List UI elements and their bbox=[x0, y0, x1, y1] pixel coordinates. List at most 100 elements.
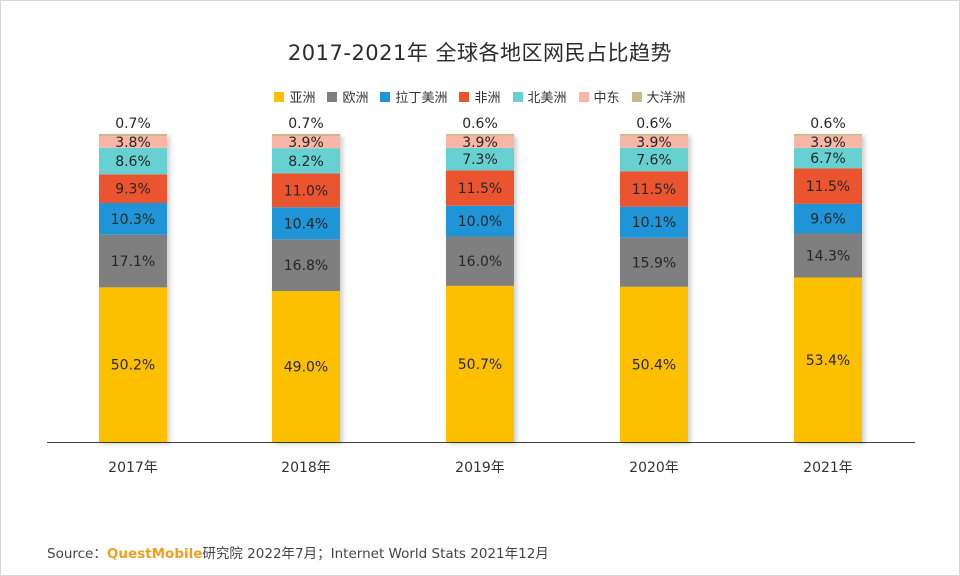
bar-segment bbox=[620, 286, 688, 442]
legend-label: 北美洲 bbox=[527, 91, 567, 106]
x-tick-label: 2018年 bbox=[281, 460, 331, 476]
data-label: 10.0% bbox=[458, 214, 502, 230]
bar-segment bbox=[99, 134, 167, 137]
bar-segment bbox=[620, 237, 688, 287]
data-label: 10.4% bbox=[284, 216, 328, 232]
source-note: Source：QuestMobile研究院 2022年7月；Internet W… bbox=[47, 542, 549, 562]
bar-segment bbox=[99, 147, 167, 175]
data-label: 3.9% bbox=[288, 135, 324, 151]
data-label: 7.6% bbox=[636, 153, 672, 169]
bar-segment bbox=[99, 234, 167, 288]
data-label: 8.2% bbox=[288, 154, 324, 170]
data-label: 15.9% bbox=[632, 255, 676, 271]
x-tick-label: 2019年 bbox=[455, 460, 505, 476]
bar-segment bbox=[446, 147, 514, 171]
legend-item: 中东 bbox=[578, 87, 620, 106]
legend-item: 大洋洲 bbox=[631, 87, 686, 106]
legend-swatch bbox=[274, 91, 285, 102]
legend-item: 北美洲 bbox=[512, 87, 567, 106]
x-tick-label: 2021年 bbox=[803, 460, 853, 476]
legend-label: 中东 bbox=[593, 91, 620, 106]
legend-swatch bbox=[631, 91, 642, 102]
bar-segment bbox=[446, 205, 514, 237]
bar-segment bbox=[272, 134, 340, 137]
data-label: 9.6% bbox=[810, 212, 846, 228]
legend-swatch bbox=[578, 91, 589, 102]
data-label: 0.7% bbox=[115, 116, 151, 132]
bar-segment bbox=[620, 147, 688, 172]
data-label: 50.4% bbox=[632, 357, 676, 373]
legend-swatch bbox=[380, 91, 391, 102]
bar-segment bbox=[446, 135, 514, 148]
data-label: 3.9% bbox=[462, 135, 498, 151]
data-label: 3.9% bbox=[636, 135, 672, 151]
x-tick-label: 2020年 bbox=[629, 460, 679, 476]
bar-segment bbox=[794, 134, 862, 136]
legend-swatch bbox=[512, 91, 523, 102]
bar-segment bbox=[272, 239, 340, 292]
data-label: 11.0% bbox=[284, 183, 328, 199]
data-label: 7.3% bbox=[462, 152, 498, 168]
legend-item: 欧洲 bbox=[327, 87, 368, 106]
data-label: 10.1% bbox=[632, 215, 676, 231]
legend-item: 非洲 bbox=[459, 87, 501, 106]
bar-segment bbox=[272, 136, 340, 149]
data-label: 53.4% bbox=[806, 353, 850, 369]
data-label: 8.6% bbox=[115, 154, 151, 170]
legend-item: 亚洲 bbox=[274, 87, 315, 106]
bar-segment bbox=[99, 287, 167, 442]
bar-segment bbox=[99, 202, 167, 235]
bar-segment bbox=[272, 148, 340, 174]
chart-title: 2017-2021年 全球各地区网民占比趋势 bbox=[287, 41, 673, 65]
bar-segment bbox=[99, 174, 167, 203]
bar-segment bbox=[794, 233, 862, 278]
legend-label: 欧洲 bbox=[342, 91, 369, 106]
data-label: 11.5% bbox=[806, 179, 850, 195]
bar-segment bbox=[446, 285, 514, 442]
bar-segment bbox=[794, 147, 862, 169]
legend-swatch bbox=[327, 91, 338, 102]
source-prefix: Source： bbox=[47, 546, 107, 562]
source-rest: 研究院 2022年7月；Internet World Stats 2021年12… bbox=[202, 546, 549, 562]
legend-label: 亚洲 bbox=[289, 91, 316, 106]
data-label: 0.6% bbox=[636, 116, 672, 132]
bar-segment bbox=[794, 135, 862, 148]
legend-label: 大洋洲 bbox=[646, 91, 686, 106]
data-label: 14.3% bbox=[806, 249, 850, 265]
legend-label: 拉丁美洲 bbox=[395, 91, 448, 106]
bar-segment bbox=[446, 236, 514, 286]
bar-segment bbox=[794, 168, 862, 204]
data-label: 16.8% bbox=[284, 258, 328, 274]
data-label: 17.1% bbox=[111, 254, 155, 270]
data-label: 50.2% bbox=[111, 358, 155, 374]
data-label: 16.0% bbox=[458, 254, 502, 270]
x-tick-label: 2017年 bbox=[108, 460, 158, 476]
bar-segment bbox=[446, 134, 514, 136]
data-label: 0.7% bbox=[288, 116, 324, 132]
legend-item: 拉丁美洲 bbox=[380, 87, 447, 106]
bar-segment bbox=[620, 206, 688, 238]
data-label: 49.0% bbox=[284, 360, 328, 376]
bar-segment bbox=[272, 291, 340, 442]
data-label: 10.3% bbox=[111, 212, 155, 228]
bar-segment bbox=[794, 203, 862, 234]
chart-legend: 亚洲 欧洲 拉丁美洲 非洲 北美洲 中东 大洋洲 bbox=[1, 87, 959, 106]
bar-segment bbox=[620, 134, 688, 136]
data-label: 0.6% bbox=[810, 116, 846, 132]
data-label: 6.7% bbox=[810, 151, 846, 167]
bar-segment bbox=[620, 171, 688, 207]
data-label: 11.5% bbox=[458, 181, 502, 197]
data-label: 3.9% bbox=[810, 135, 846, 151]
bar-segment bbox=[99, 136, 167, 148]
data-label: 9.3% bbox=[115, 182, 151, 198]
legend-swatch bbox=[459, 91, 470, 102]
data-label: 3.8% bbox=[115, 135, 151, 151]
source-brand: QuestMobile bbox=[106, 546, 203, 562]
data-label: 11.5% bbox=[632, 182, 676, 198]
bar-segment bbox=[620, 135, 688, 148]
bar-segment bbox=[272, 207, 340, 240]
legend-label: 非洲 bbox=[474, 91, 501, 106]
data-label: 0.6% bbox=[462, 116, 498, 132]
